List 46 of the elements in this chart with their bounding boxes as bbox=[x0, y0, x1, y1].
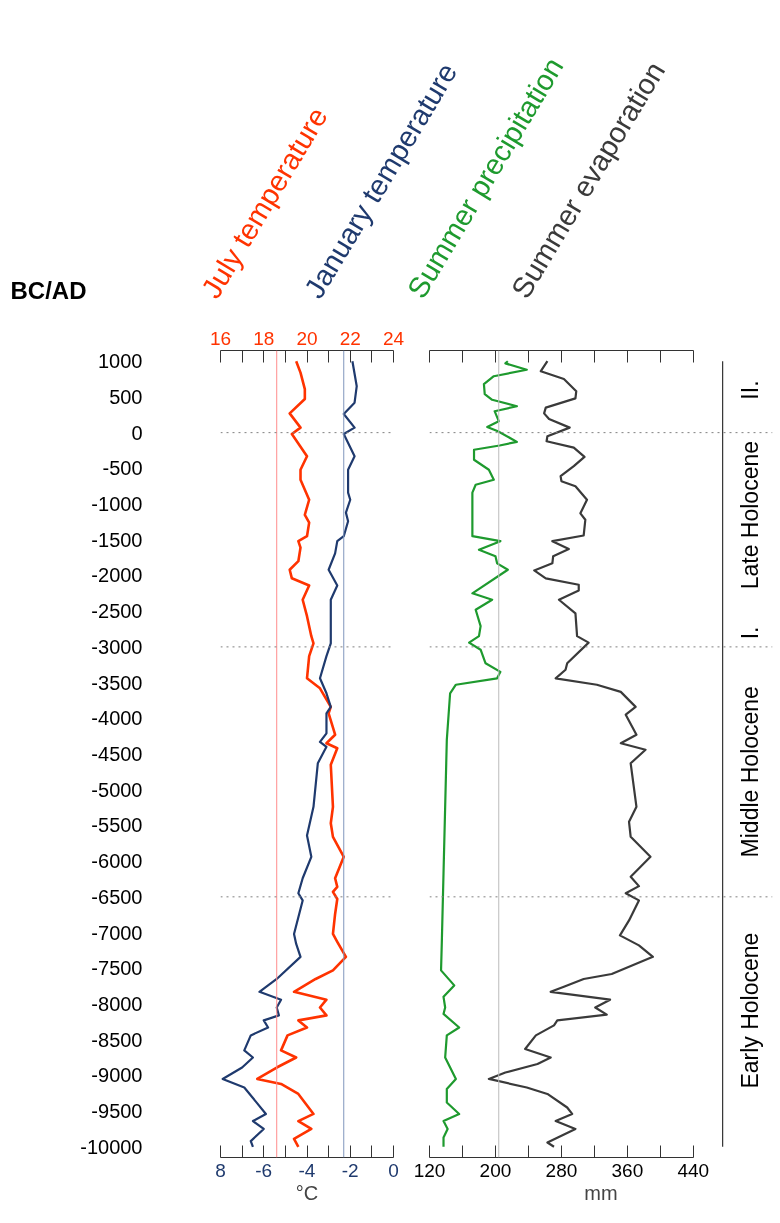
y-tick-label: -5500 bbox=[91, 814, 143, 837]
x-tick-label: 200 bbox=[479, 1159, 512, 1181]
text: II. bbox=[737, 380, 764, 400]
y-tick-label: -5000 bbox=[91, 778, 143, 801]
y-tick-label: -1500 bbox=[91, 528, 143, 551]
text: I. bbox=[737, 626, 764, 640]
y-tick-label: -6500 bbox=[91, 885, 143, 908]
y-tick-label: -10000 bbox=[80, 1135, 143, 1158]
text: Middle Holocene bbox=[737, 686, 764, 858]
y-tick-label: -4500 bbox=[91, 743, 143, 765]
y-tick-label: -1000 bbox=[91, 493, 143, 516]
text: Late Holocene bbox=[737, 440, 764, 590]
y-tick-label: -2000 bbox=[91, 564, 143, 587]
x-axis-title: °C bbox=[295, 1181, 319, 1204]
y-tick-label: -6000 bbox=[91, 850, 143, 873]
x2-tick-label: 24 bbox=[382, 327, 405, 349]
y-tick-label: -2500 bbox=[91, 600, 143, 623]
text: Early Holocene bbox=[737, 932, 764, 1089]
x2-tick-label: 20 bbox=[296, 327, 318, 349]
y-tick-label: 500 bbox=[109, 385, 143, 408]
x-tick-label: 8 bbox=[215, 1159, 226, 1181]
y-tick-label: -8500 bbox=[91, 1028, 143, 1051]
x2-tick-label: 18 bbox=[253, 327, 275, 349]
x-tick-label: -6 bbox=[255, 1159, 273, 1181]
y-tick-label: -8000 bbox=[91, 992, 143, 1015]
y-tick-label: 0 bbox=[131, 421, 143, 444]
y-tick-label: -7500 bbox=[91, 957, 143, 980]
y-tick-label: -9000 bbox=[91, 1064, 143, 1087]
y-tick-label: -7000 bbox=[91, 921, 143, 944]
y-tick-label: -4000 bbox=[91, 707, 143, 730]
y-tick-label: -500 bbox=[102, 457, 143, 480]
x2-tick-label: 22 bbox=[339, 327, 361, 349]
x-tick-label: -2 bbox=[341, 1159, 359, 1181]
x-tick-label: 0 bbox=[388, 1159, 399, 1181]
y-tick-label: -3500 bbox=[91, 671, 143, 694]
x-axis-title: mm bbox=[584, 1181, 618, 1204]
x-tick-label: -4 bbox=[298, 1159, 316, 1181]
y-tick-label: 1000 bbox=[98, 350, 143, 373]
y-tick-label: -9500 bbox=[91, 1100, 143, 1123]
y-axis-title: BC/AD bbox=[10, 277, 87, 304]
x-tick-label: 440 bbox=[677, 1159, 710, 1181]
x-tick-label: 120 bbox=[413, 1159, 446, 1181]
x2-tick-label: 16 bbox=[209, 327, 232, 349]
x-tick-label: 360 bbox=[611, 1159, 644, 1181]
y-tick-label: -3000 bbox=[91, 635, 143, 658]
x-tick-label: 280 bbox=[545, 1159, 578, 1181]
